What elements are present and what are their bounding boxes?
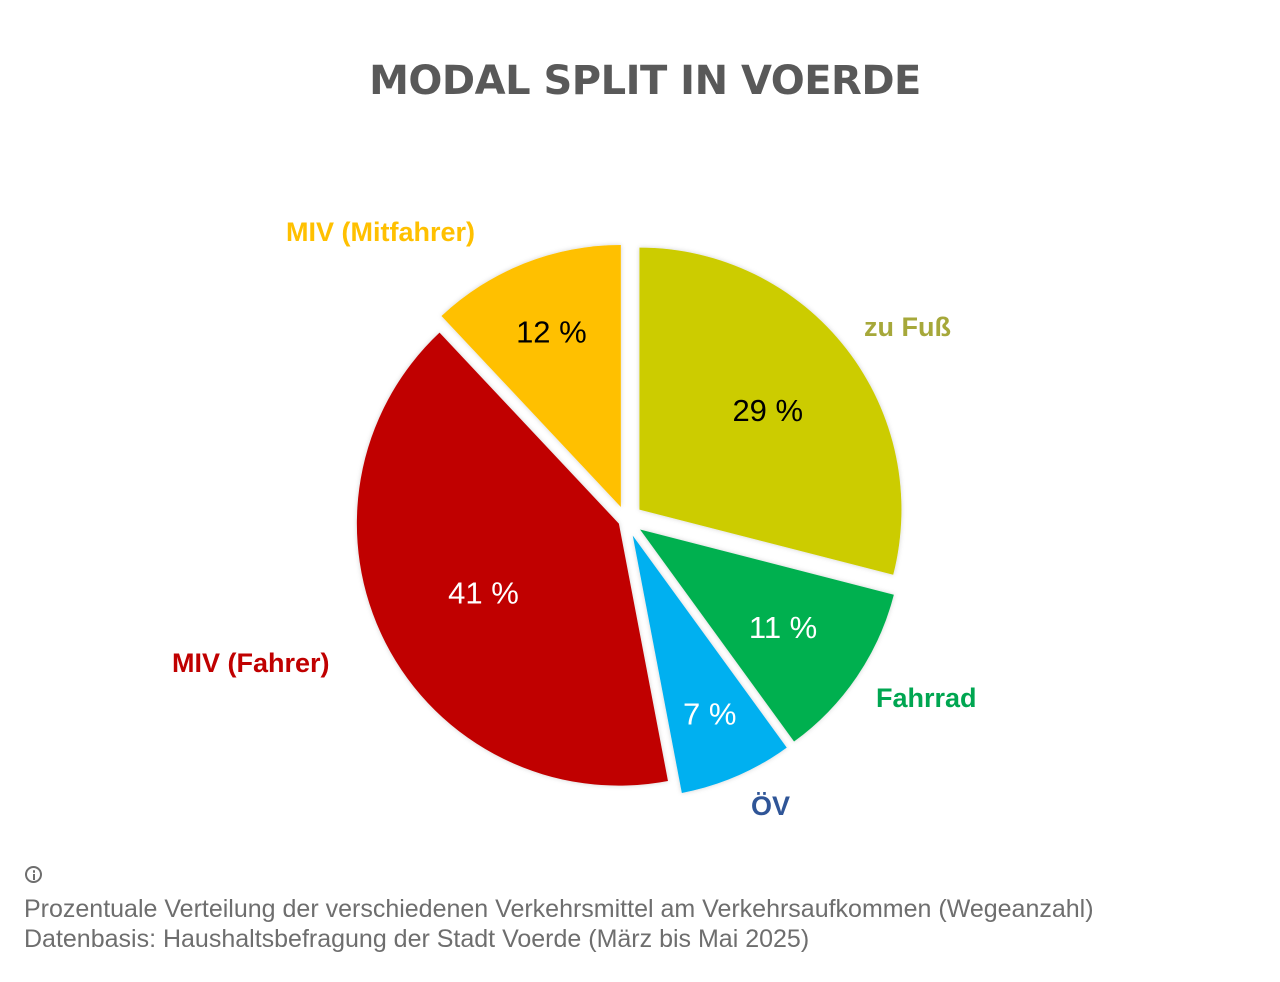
data-label-fahrrad: 11 % [749,610,817,645]
data-label-zu-fuss: 29 % [732,393,803,428]
pie-slice-zu-fuss [639,247,902,575]
label-fahrrad: Fahrrad [876,683,977,713]
data-label-oev: 7 % [683,697,736,732]
chart-title: MODAL SPLIT IN VOERDE [369,58,921,104]
label-zu-fuss: zu Fuß [864,312,951,342]
footer-note: Prozentuale Verteilung der verschiedenen… [24,864,1094,954]
pie-slice-miv-mitfahrer [441,244,621,507]
data-label-miv-mitfahrer: 12 % [516,315,587,350]
pie-slice-oev [632,535,787,793]
footer-source: Datenbasis: Haushaltsbefragung der Stadt… [24,925,810,953]
label-miv-mitfahrer: MIV (Mitfahrer) [286,217,475,247]
label-miv-fahrer: MIV (Fahrer) [172,648,330,678]
pie-slice-fahrrad [640,529,894,742]
data-label-miv-fahrer: 41 % [448,576,519,611]
footer-description: Prozentuale Verteilung der verschiedenen… [24,895,1094,923]
label-oev: ÖV [751,791,791,821]
info-icon[interactable] [25,866,42,883]
pie-slice-miv-fahrer [356,332,668,786]
